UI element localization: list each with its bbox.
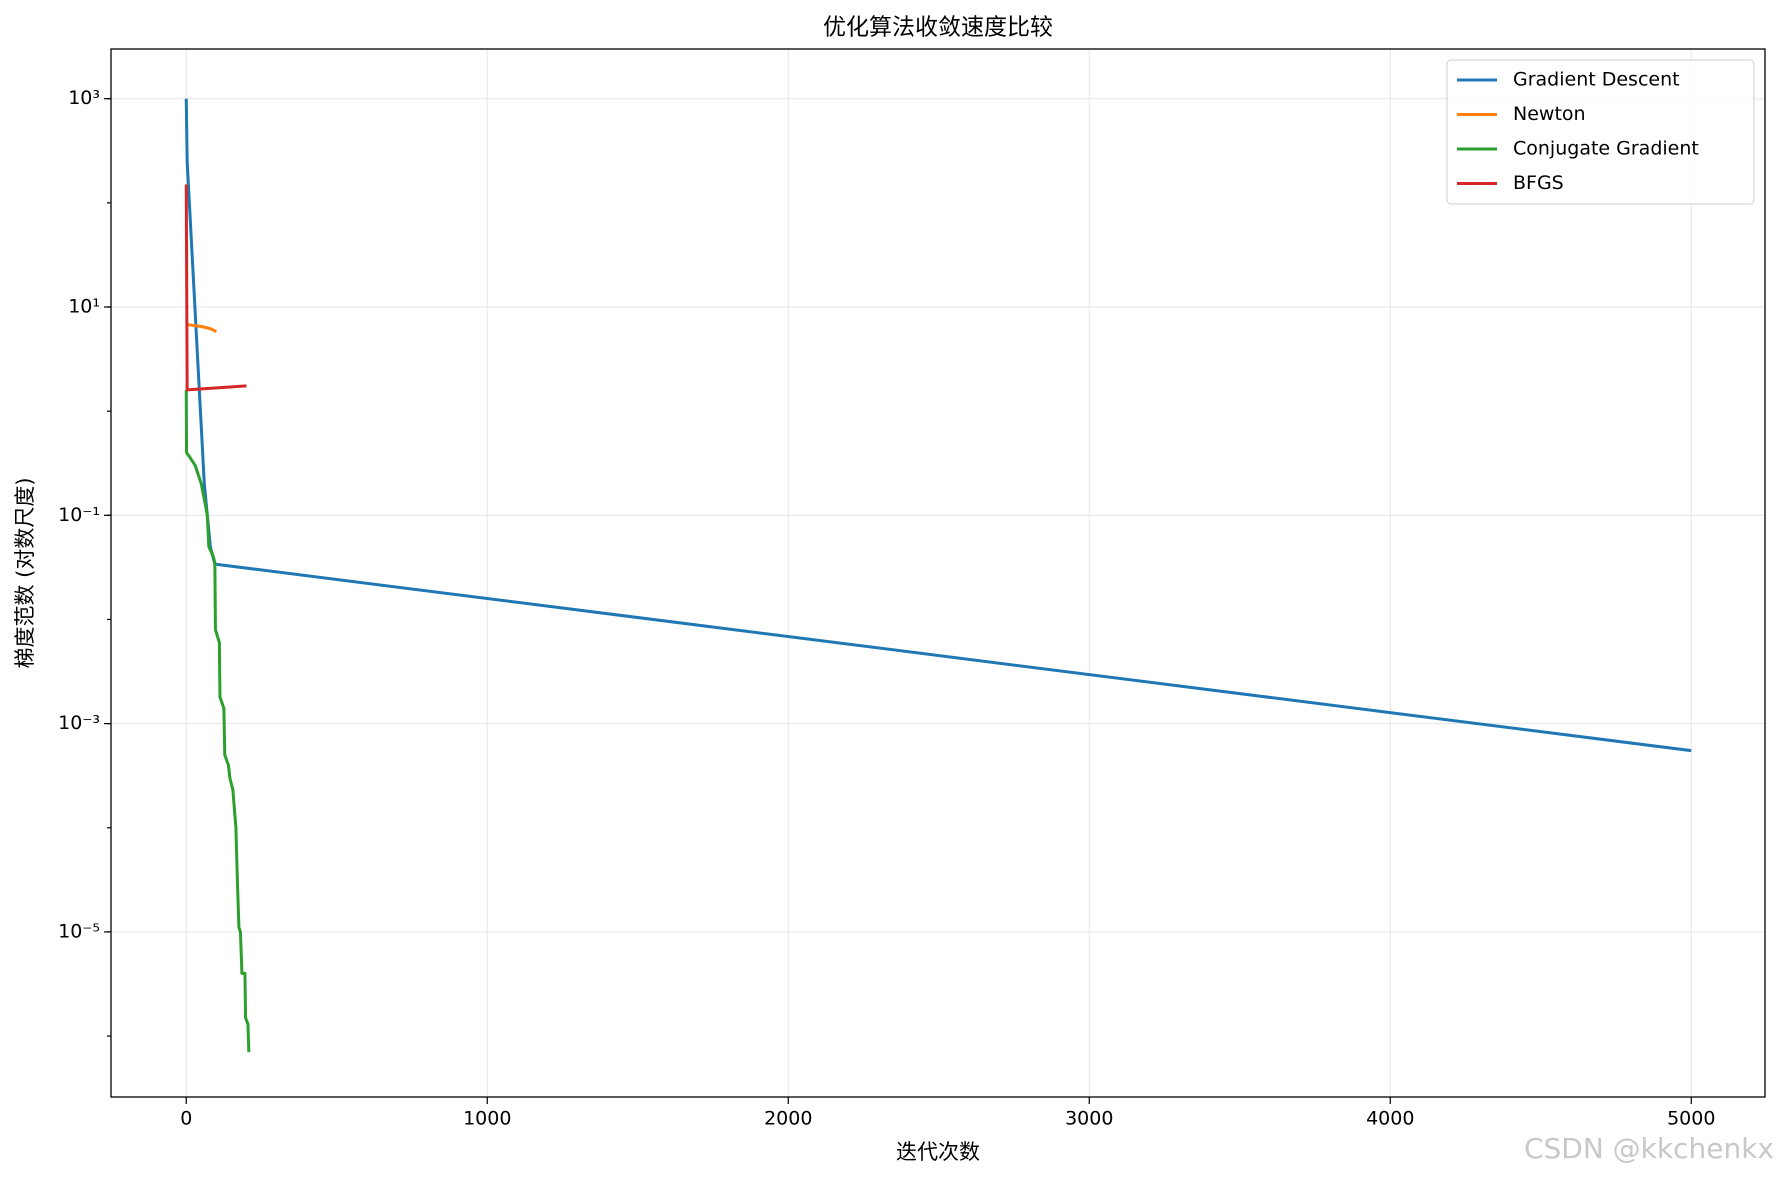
legend-label: Conjugate Gradient xyxy=(1513,138,1699,160)
x-tick-label: 1000 xyxy=(463,1108,511,1130)
series-line xyxy=(184,389,251,1053)
legend-box xyxy=(1446,59,1755,205)
x-axis-label: 迭代次数 xyxy=(896,1140,980,1164)
legend-label: Gradient Descent xyxy=(1513,69,1680,91)
y-tick-label: 10¹ xyxy=(68,295,100,317)
watermark: CSDN @kkchenkx xyxy=(1524,1132,1774,1165)
x-tick-label: 0 xyxy=(180,1108,192,1130)
plot-area xyxy=(184,98,1692,1053)
x-tick-label: 4000 xyxy=(1366,1108,1414,1130)
x-tick-label: 3000 xyxy=(1065,1108,1113,1130)
series-line xyxy=(186,322,218,333)
chart-title: 优化算法收敛速度比较 xyxy=(823,15,1053,41)
x-tick-label: 5000 xyxy=(1667,1108,1715,1130)
x-tick-label: 2000 xyxy=(764,1108,812,1130)
legend-label: BFGS xyxy=(1513,172,1564,194)
y-tick-label: 10⁻³ xyxy=(58,712,100,734)
y-tick-label: 10⁻⁵ xyxy=(58,920,100,942)
y-axis-label: 梯度范数 (对数尺度) xyxy=(13,477,37,668)
y-tick-label: 10³ xyxy=(68,87,100,109)
legend-label: Newton xyxy=(1513,103,1586,125)
series-line xyxy=(184,184,247,392)
axes-frame xyxy=(110,48,1766,1098)
y-tick-label: 10⁻¹ xyxy=(58,504,100,526)
